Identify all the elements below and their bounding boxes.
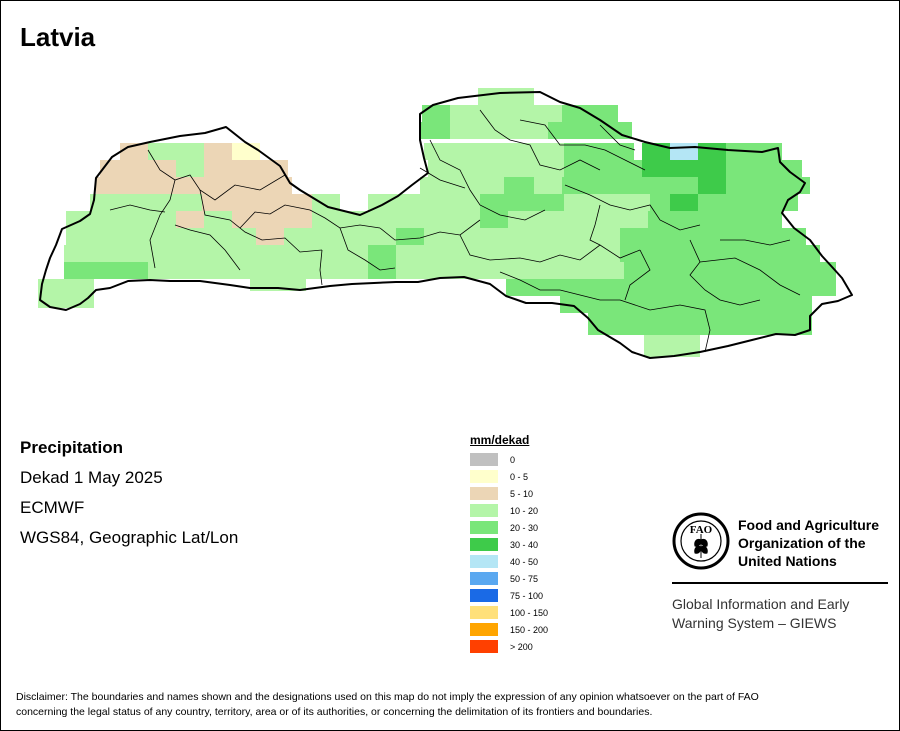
legend-label: 40 - 50	[510, 556, 539, 567]
legend: mm/dekad 0 0 - 5 5 - 10 10 - 20 20 - 30 …	[470, 433, 548, 655]
latvia-outline	[39, 91, 853, 359]
legend-item: 0 - 5	[470, 468, 548, 485]
legend-label: 30 - 40	[510, 539, 539, 550]
legend-title: mm/dekad	[470, 433, 530, 447]
legend-swatch	[470, 470, 498, 483]
legend-swatch	[470, 555, 498, 568]
legend-label: 50 - 75	[510, 573, 539, 584]
legend-label: 5 - 10	[510, 488, 534, 499]
legend-item: 40 - 50	[470, 553, 548, 570]
precipitation-map	[38, 88, 853, 359]
legend-item: 20 - 30	[470, 519, 548, 536]
legend-label: 150 - 200	[510, 624, 549, 635]
map-info: Precipitation Dekad 1 May 2025 ECMWF WGS…	[20, 438, 238, 558]
municipal-boundaries	[109, 109, 801, 353]
disclaimer-line: concerning the legal status of any count…	[16, 706, 653, 718]
variable-label: Precipitation	[20, 438, 123, 457]
legend-swatch	[470, 487, 498, 500]
legend-item: 10 - 20	[470, 502, 548, 519]
giews-name: Global Information and Early Warning Sys…	[672, 595, 888, 633]
legend-swatch	[470, 623, 498, 636]
giews-line: Global Information and Early	[672, 596, 850, 612]
projection-label: WGS84, Geographic Lat/Lon	[20, 528, 239, 547]
legend-item: 100 - 150	[470, 604, 548, 621]
legend-item: 30 - 40	[470, 536, 548, 553]
fao-name-line: Food and Agriculture	[738, 517, 880, 533]
legend-swatch	[470, 572, 498, 585]
disclaimer: Disclaimer: The boundaries and names sho…	[16, 690, 886, 720]
map-title: Latvia	[20, 22, 96, 52]
fao-logo-icon: FAO	[672, 512, 730, 570]
legend-swatch	[470, 538, 498, 551]
divider	[672, 582, 888, 584]
legend-item: 75 - 100	[470, 587, 548, 604]
disclaimer-line: Disclaimer: The boundaries and names sho…	[16, 691, 759, 703]
legend-item: 150 - 200	[470, 621, 548, 638]
legend-item: > 200	[470, 638, 548, 655]
fao-logo-letters: FAO	[690, 524, 713, 536]
legend-label: 0 - 5	[510, 471, 529, 482]
legend-swatch	[470, 521, 498, 534]
legend-swatch	[470, 589, 498, 602]
legend-label: 75 - 100	[510, 590, 544, 601]
source-label: ECMWF	[20, 498, 85, 517]
legend-label: 0	[510, 454, 516, 465]
fao-name-line: United Nations	[738, 553, 837, 569]
legend-label: 100 - 150	[510, 607, 549, 618]
legend-label: 10 - 20	[510, 505, 539, 516]
fao-organization-name: Food and Agriculture Organization of the…	[738, 516, 888, 570]
giews-line: Warning System – GIEWS	[672, 615, 837, 631]
precipitation-grid	[38, 88, 836, 357]
legend-swatch	[470, 606, 498, 619]
legend-item: 50 - 75	[470, 570, 548, 587]
legend-swatch	[470, 453, 498, 466]
fao-name-line: Organization of the	[738, 535, 866, 551]
period-label: Dekad 1 May 2025	[20, 468, 163, 487]
legend-swatch	[470, 640, 498, 653]
legend-label: 20 - 30	[510, 522, 539, 533]
legend-swatch	[470, 504, 498, 517]
legend-item: 5 - 10	[470, 485, 548, 502]
legend-item: 0	[470, 451, 548, 468]
legend-label: > 200	[510, 641, 533, 652]
